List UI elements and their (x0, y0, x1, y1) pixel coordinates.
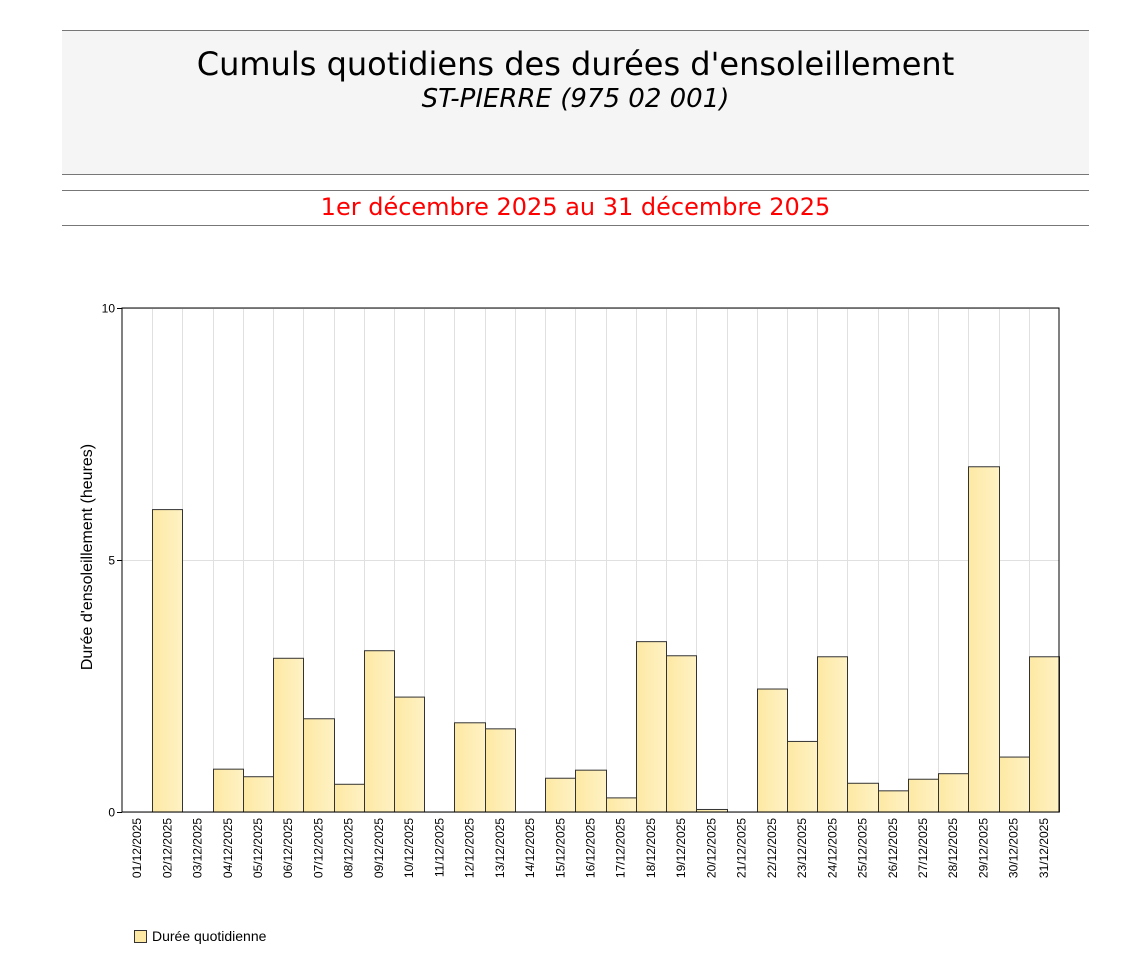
bar (394, 696, 425, 813)
x-tick-label: 18/12/2025 (644, 818, 658, 878)
x-axis: 01/12/2025 02/12/2025 03/12/2025 04/12/2025… (130, 818, 1051, 878)
bar (636, 641, 667, 813)
x-tick-label: 13/12/2025 (493, 818, 507, 878)
x-tick-label: 26/12/2025 (886, 818, 900, 878)
chart-title: Cumuls quotidiens des durées d'ensoleill… (196, 45, 955, 83)
bar (908, 778, 939, 813)
bar (152, 509, 183, 813)
bar (454, 722, 486, 813)
bar (303, 718, 335, 813)
bars (152, 466, 1060, 813)
bar (999, 756, 1030, 813)
bar (273, 657, 304, 813)
legend-swatch (134, 929, 147, 943)
y-axis-label: Durée d'ensoleillement (heures) (79, 443, 96, 671)
x-tick-label: 31/12/2025 (1037, 818, 1051, 878)
x-tick-label: 11/12/2025 (432, 818, 446, 877)
legend-label: Durée quotidienne (152, 928, 267, 944)
x-tick-label: 24/12/2025 (825, 818, 839, 878)
bar (787, 740, 818, 813)
x-tick-label: 28/12/2025 (946, 818, 960, 878)
grid-lines (122, 308, 1059, 813)
bar (878, 790, 909, 813)
bar (334, 783, 365, 813)
bar (243, 776, 274, 813)
x-tick-label: 06/12/2025 (281, 818, 295, 878)
bar (817, 656, 848, 813)
x-tick-label: 09/12/2025 (372, 818, 386, 878)
x-tick-label: 30/12/2025 (1007, 818, 1021, 878)
bar (213, 768, 244, 813)
x-tick-label: 12/12/2025 (463, 818, 477, 878)
x-tick-label: 04/12/2025 (221, 818, 235, 878)
station-subtitle: ST-PIERRE (975 02 001) (421, 84, 730, 114)
x-tick-label: 16/12/2025 (584, 818, 598, 878)
x-tick-label: 07/12/2025 (311, 818, 325, 878)
chart-header: Cumuls quotidiens des durées d'ensoleill… (62, 30, 1089, 175)
bar (364, 650, 395, 813)
y-tick-label: 5 (108, 554, 115, 568)
x-tick-label: 17/12/2025 (614, 818, 628, 878)
x-tick-label: 02/12/2025 (160, 818, 174, 878)
bar (757, 688, 788, 813)
bar (1029, 656, 1060, 813)
x-tick-label: 01/12/2025 (130, 818, 144, 878)
x-tick-label: 21/12/2025 (735, 818, 749, 878)
x-tick-label: 20/12/2025 (704, 818, 718, 878)
bar (847, 782, 879, 813)
bar (666, 655, 697, 813)
x-tick-label: 23/12/2025 (795, 818, 809, 878)
legend: Durée quotidienne (134, 928, 266, 944)
bar (606, 797, 637, 813)
x-tick-label: 27/12/2025 (916, 818, 930, 878)
x-tick-label: 15/12/2025 (553, 818, 567, 878)
x-tick-label: 05/12/2025 (251, 818, 265, 878)
bar (575, 769, 607, 813)
y-tick-label: 10 (102, 302, 116, 316)
x-tick-label: 08/12/2025 (342, 818, 356, 878)
bar (485, 728, 516, 813)
x-tick-label: 19/12/2025 (674, 818, 688, 878)
x-tick-label: 29/12/2025 (976, 818, 990, 878)
x-tick-label: 14/12/2025 (523, 818, 537, 878)
period-label: 1er décembre 2025 au 31 décembre 2025 (62, 190, 1089, 226)
x-tick-label: 03/12/2025 (191, 818, 205, 878)
bar (938, 773, 969, 813)
y-axis: 0 5 10 (102, 302, 122, 820)
y-tick-label: 0 (108, 806, 115, 820)
x-tick-label: 22/12/2025 (765, 818, 779, 878)
x-tick-label: 25/12/2025 (856, 818, 870, 878)
bar (545, 777, 576, 813)
bar (968, 466, 1000, 813)
x-tick-label: 10/12/2025 (402, 818, 416, 878)
